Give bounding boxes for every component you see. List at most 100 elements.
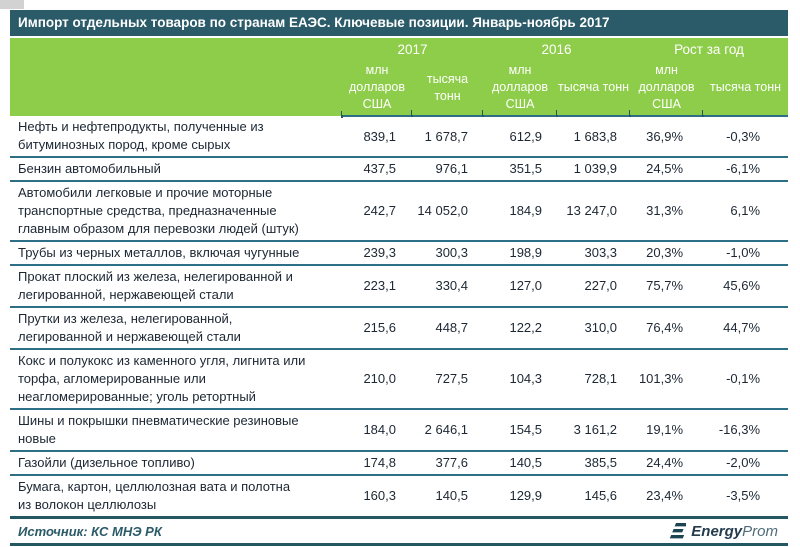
value-cell: 351,5	[483, 157, 558, 182]
energyprom-logo: EnergyProm	[667, 523, 778, 540]
energyprom-logo-text: EnergyProm	[691, 523, 778, 540]
year-header-row: 2017 2016 Рост за год	[10, 38, 789, 118]
value-cell: -1,0%	[703, 241, 789, 266]
value-cell: 101,3%	[630, 349, 704, 410]
value-cell: 727,5	[412, 349, 484, 410]
table-row: Автомобили легковые и прочие моторные тр…	[10, 181, 789, 242]
table-row: Бензин автомобильный 437,5 976,1 351,5 1 039…	[10, 157, 789, 182]
col-header-2017-usd: млн долларов США	[342, 60, 413, 117]
product-name: Нефть и нефтепродукты, полученные из бит…	[10, 116, 342, 158]
product-name: Бензин автомобильный	[10, 157, 342, 182]
report-footer: Источник: КС МНЭ РК EnergyProm	[10, 516, 788, 546]
value-cell: -2,0%	[703, 451, 789, 476]
product-name: Газойли (дизельное топливо)	[10, 451, 342, 476]
page-title: Импорт отдельных товаров по странам ЕАЭС…	[10, 10, 788, 36]
value-cell: -0,3%	[703, 116, 789, 158]
energyprom-logo-icon	[670, 523, 687, 539]
value-cell: 239,3	[342, 241, 412, 266]
value-cell: 310,0	[557, 307, 631, 350]
value-cell: 198,9	[483, 241, 558, 266]
table-row: Прутки из железа, нелегированной, легиро…	[10, 307, 789, 350]
value-cell: 44,7%	[703, 307, 789, 350]
table-row: Кокс и полукокс из каменного угля, лигни…	[10, 349, 789, 410]
table-row: Трубы из черных металлов, включая чугунн…	[10, 241, 789, 266]
value-cell: 227,0	[557, 265, 631, 308]
value-cell: 127,0	[483, 265, 558, 308]
table-row: Нефть и нефтепродукты, полученные из бит…	[10, 116, 789, 158]
value-cell: 24,4%	[630, 451, 704, 476]
value-cell: 140,5	[435, 488, 469, 503]
group-header-2016: 2016	[483, 38, 631, 60]
value-cell: 1 039,9	[557, 157, 631, 182]
value-cell: -6,1%	[703, 157, 789, 182]
value-cell: 20,3%	[630, 241, 704, 266]
value-cell: 839,1	[342, 116, 412, 158]
table-header: 2017 2016 Рост за год млн долларов США т…	[10, 38, 789, 118]
value-cell: 377,6	[412, 451, 484, 476]
value-cell: 300,3	[412, 241, 484, 266]
value-cell: 2 646,1	[412, 409, 484, 452]
value-cell: 160,3	[363, 488, 396, 503]
import-data-table: 2017 2016 Рост за год млн долларов США т…	[10, 38, 789, 516]
value-cell: 145,6	[584, 488, 618, 503]
logo-text-energy: Energy	[691, 522, 743, 540]
value-cell: 242,7	[342, 181, 412, 242]
value-cell: 31,3%	[630, 181, 704, 242]
value-cell: 1 678,7	[412, 116, 484, 158]
value-cell: -0,1%	[703, 349, 789, 410]
table-body: Нефть и нефтепродукты, полученные из бит…	[10, 116, 789, 516]
product-name: Шины и покрышки пневматические резиновые…	[10, 409, 342, 452]
col-header-growth-tons: тысяча тонн	[703, 60, 789, 117]
value-cell: 14 052,0	[412, 181, 484, 242]
value-cell: 184,0	[342, 409, 412, 452]
col-header-growth-usd: млн долларов США	[630, 60, 705, 117]
value-cell: 976,1	[412, 157, 484, 182]
screenshot-corner-artifact	[0, 0, 24, 9]
table-row: Шины и покрышки пневматические резиновые…	[10, 409, 789, 452]
value-cell: 223,1	[342, 265, 412, 308]
value-cell: -16,3%	[703, 409, 789, 452]
value-cell: 76,4%	[630, 307, 704, 350]
col-header-2016-tons: тысяча тонн	[557, 60, 632, 117]
value-cell: 385,5	[557, 451, 631, 476]
logo-text-prom: Prom	[742, 522, 778, 540]
value-cell: 13 247,0	[557, 181, 631, 242]
product-name: Трубы из черных металлов, включая чугунн…	[10, 241, 342, 266]
value-cell: 6,1%	[703, 181, 789, 242]
value-cell: 728,1	[557, 349, 631, 410]
value-cell: 129,9	[509, 488, 543, 503]
value-cell: 36,9%	[630, 116, 704, 158]
group-header-growth: Рост за год	[630, 38, 789, 60]
value-cell: 154,5	[483, 409, 558, 452]
value-cell: -3,5%	[726, 488, 761, 503]
value-cell: 330,4	[412, 265, 484, 308]
value-cell: 303,3	[557, 241, 631, 266]
value-cell: 3 161,2	[557, 409, 631, 452]
report-container: Импорт отдельных товаров по странам ЕАЭС…	[10, 10, 789, 546]
table-row: Бумага, картон, целлюлозная вата и полот…	[10, 475, 788, 516]
table-row: Прокат плоский из железа, нелегированной…	[10, 265, 789, 308]
value-cell: 1 683,8	[557, 116, 631, 158]
source-note: Источник: КС МНЭ РК	[18, 523, 162, 539]
value-cell: 19,1%	[630, 409, 704, 452]
value-cell: 23,4%	[646, 488, 684, 503]
value-cell: 210,0	[342, 349, 412, 410]
value-cell: 448,7	[412, 307, 484, 350]
value-cell: 437,5	[342, 157, 412, 182]
value-cell: 174,8	[342, 451, 412, 476]
value-cell: 122,2	[483, 307, 558, 350]
value-cell: 45,6%	[703, 265, 789, 308]
value-cell: 184,9	[483, 181, 558, 242]
value-cell: 104,3	[483, 349, 558, 410]
product-column-header	[10, 38, 343, 118]
unit-header-row: млн долларов США тысяча тонн млн долларо…	[10, 60, 789, 117]
col-header-2017-tons: тысяча тонн	[412, 60, 485, 117]
product-name: Автомобили легковые и прочие моторные тр…	[10, 181, 342, 242]
value-cell: 140,5	[483, 451, 558, 476]
value-cell: 612,9	[483, 116, 558, 158]
col-header-2016-usd: млн долларов США	[483, 60, 559, 117]
product-name: Прокат плоский из железа, нелегированной…	[10, 265, 342, 308]
value-cell: 215,6	[342, 307, 412, 350]
value-cell: 24,5%	[630, 157, 704, 182]
product-name: Кокс и полукокс из каменного угля, лигни…	[10, 349, 342, 410]
